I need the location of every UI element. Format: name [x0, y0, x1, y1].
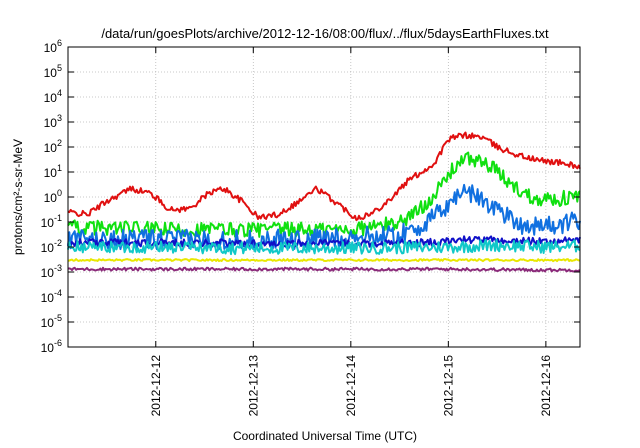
x-axis-label: Coordinated Universal Time (UTC) [233, 429, 417, 443]
y-tick-label: 10-4 [41, 288, 62, 305]
grid [68, 47, 580, 347]
x-tick-label: 2012-12-16 [539, 355, 553, 417]
y-tick-label: 10-1 [41, 213, 62, 230]
y-axis: 10-6 10-5 10-4 10-3 10-2 10-1 100 101 102 103 104 1… [41, 38, 580, 355]
x-tick-label: 2012-12-13 [246, 355, 260, 417]
y-tick-label: 104 [44, 88, 62, 105]
y-tick-label: 106 [44, 38, 62, 55]
series-line-3 [67, 183, 581, 251]
series-line-7 [67, 266, 581, 273]
y-tick-label: 101 [44, 163, 62, 180]
x-tick-label: 2012-12-15 [441, 355, 455, 417]
y-tick-label: 10-3 [41, 263, 62, 280]
x-tick-label: 2012-12-14 [344, 355, 358, 417]
series-line-2 [67, 151, 581, 238]
series-line-4 [67, 235, 581, 248]
x-axis: 2012-12-12 2012-12-13 2012-12-14 2012-12-15… [149, 47, 553, 416]
series-line-6 [67, 258, 581, 263]
y-tick-label: 10-2 [41, 238, 62, 255]
x-tick-label: 2012-12-12 [149, 355, 163, 417]
y-tick-label: 105 [44, 63, 62, 80]
y-tick-label: 102 [44, 138, 62, 155]
y-tick-label: 10-6 [41, 338, 62, 355]
series-line-5 [67, 238, 581, 256]
series-line-1 [67, 131, 581, 221]
y-tick-label: 100 [44, 188, 62, 205]
y-axis-label: protons/cm²-s-sr-MeV [11, 139, 25, 255]
y-tick-label: 10-5 [41, 313, 62, 330]
y-tick-label: 103 [44, 113, 62, 130]
chart-title: /data/run/goesPlots/archive/2012-12-16/0… [101, 26, 549, 41]
series-lines [67, 131, 581, 273]
